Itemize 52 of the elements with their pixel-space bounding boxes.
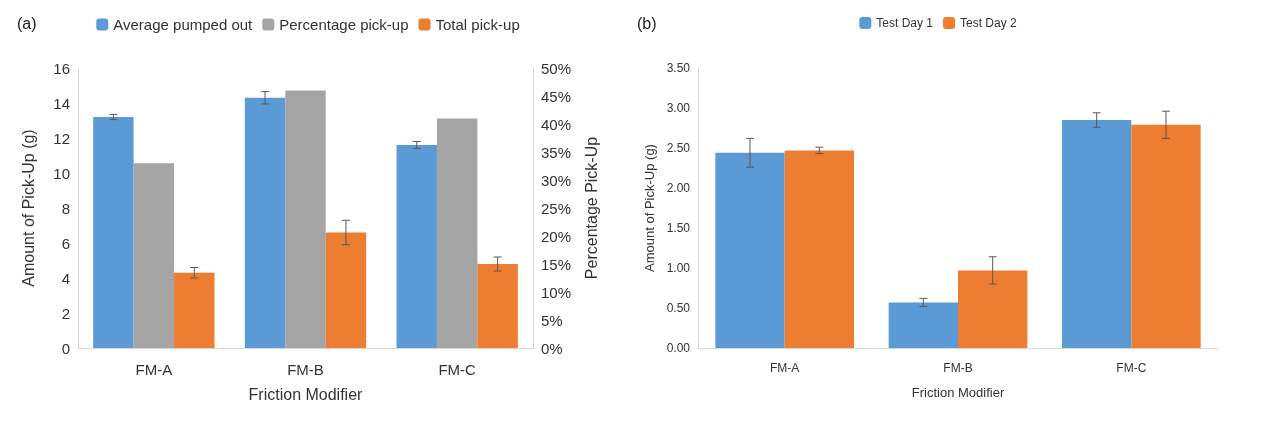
bar — [1131, 124, 1201, 348]
y-axis-title: Amount of Pick-Up (g) — [19, 129, 37, 287]
y2-axis-title: Percentage Pick-Up — [582, 136, 600, 280]
y-tick-label: 3.00 — [666, 101, 691, 115]
x-axis-title: Friction Modifier — [911, 385, 1005, 400]
bar — [1062, 120, 1132, 348]
y2-tick-label: 10% — [541, 283, 572, 301]
x-tick-label: FM-B — [943, 361, 973, 375]
y-tick-label: 1.50 — [666, 221, 691, 235]
y-tick-label: 3.50 — [666, 61, 691, 75]
bar — [888, 302, 958, 348]
y2-tick-label: 25% — [541, 199, 572, 217]
y-tick-label: 2.50 — [666, 141, 691, 155]
y-tick-label: 6 — [61, 234, 70, 252]
y-tick-label: 10 — [53, 164, 70, 182]
y-axis-title: Amount of Pick-Up (g) — [641, 144, 657, 272]
y2-tick-label: 35% — [541, 143, 572, 161]
x-axis-title: Friction Modifier — [248, 385, 364, 403]
chart-title: (a) — [17, 14, 37, 32]
y2-tick-label: 0% — [541, 339, 563, 357]
y-tick-label: 0.50 — [666, 301, 691, 315]
legend-label: Test Day 1 — [876, 16, 934, 30]
y-tick-label: 4 — [61, 269, 70, 287]
y2-tick-label: 45% — [541, 87, 572, 105]
y-tick-label: 16 — [53, 59, 70, 77]
y-tick-label: 1.00 — [666, 261, 691, 275]
y2-tick-label: 5% — [541, 311, 563, 329]
y-tick-label: 2 — [61, 304, 70, 322]
y2-tick-label: 30% — [541, 171, 572, 189]
legend-label: Test Day 2 — [960, 16, 1018, 30]
bar — [784, 150, 854, 348]
legend-label: Average pumped out — [113, 16, 254, 33]
x-tick-label: FM-C — [1116, 361, 1147, 375]
x-tick-label: FM-A — [135, 361, 173, 378]
legend-label: Total pick-up — [435, 16, 520, 33]
x-tick-label: FM-A — [770, 361, 800, 375]
chart-title: (b) — [637, 14, 657, 32]
y2-tick-label: 50% — [541, 59, 572, 77]
y-tick-label: 2.00 — [666, 181, 691, 195]
y-tick-label: 0.00 — [666, 341, 691, 355]
y-tick-label: 12 — [53, 129, 70, 147]
y-tick-label: 0 — [61, 339, 70, 357]
bar — [958, 270, 1028, 348]
y-tick-label: 8 — [61, 199, 70, 217]
y2-tick-label: 20% — [541, 227, 572, 245]
y2-tick-label: 15% — [541, 255, 572, 273]
x-tick-label: FM-B — [287, 361, 324, 378]
legend-label: Percentage pick-up — [279, 16, 409, 33]
y2-tick-label: 40% — [541, 115, 572, 133]
bar — [715, 152, 785, 348]
x-tick-label: FM-C — [438, 361, 477, 378]
y-tick-label: 14 — [53, 94, 70, 112]
